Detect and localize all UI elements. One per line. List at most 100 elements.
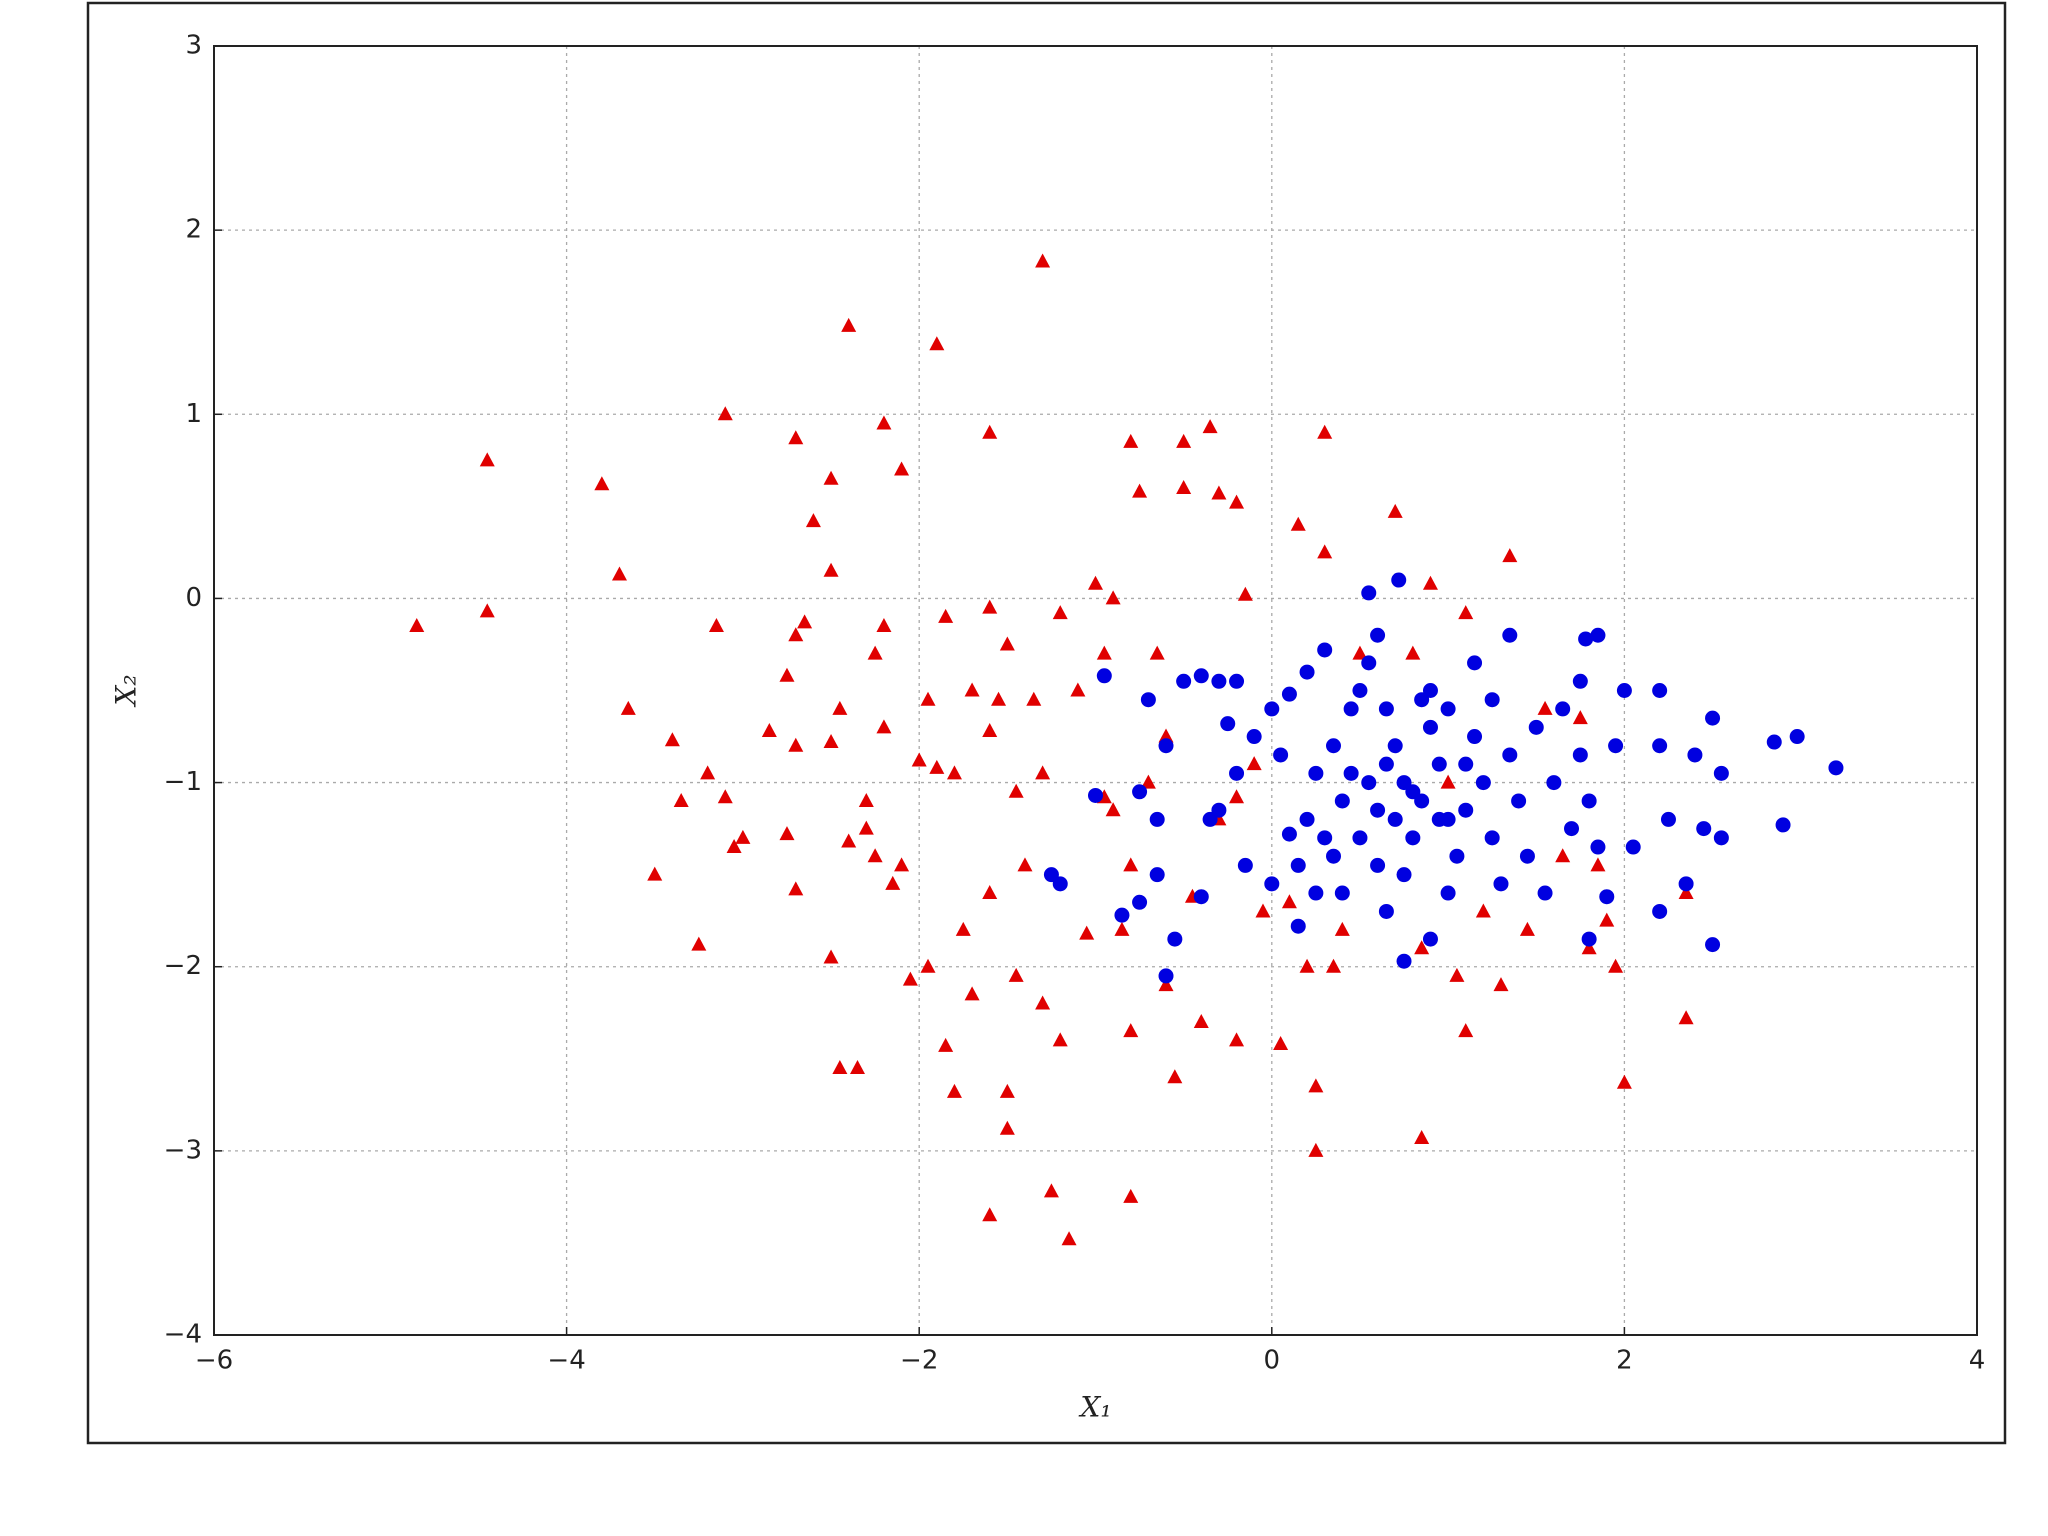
triangle-point [1088, 575, 1103, 590]
triangle-point [717, 789, 733, 804]
circle-point [1652, 683, 1668, 698]
circle-point [1581, 793, 1597, 809]
y-tick-label: −2 [164, 951, 202, 981]
circle-point [1652, 738, 1668, 754]
triangle-point [479, 452, 495, 467]
triangle-point [1105, 590, 1121, 605]
circle-point [1193, 668, 1209, 684]
triangle-point [885, 875, 901, 890]
triangle-point [1273, 1036, 1289, 1051]
triangle-point [1176, 479, 1192, 494]
x-tick-label: 0 [1264, 1346, 1281, 1376]
triangle-point [1572, 710, 1588, 725]
triangle-point [982, 424, 998, 439]
circle-point [1220, 716, 1236, 732]
circle-point [1299, 811, 1315, 827]
triangle-point [1149, 645, 1165, 660]
circle-point [1237, 857, 1253, 873]
circle-point [1343, 765, 1359, 781]
triangle-point [982, 1207, 998, 1222]
circle-point [1246, 729, 1262, 745]
triangle-point [620, 700, 636, 715]
triangle-point [1035, 253, 1051, 268]
circle-point [1308, 765, 1324, 781]
circle-point [1440, 701, 1456, 717]
triangle-point [691, 936, 707, 951]
triangle-point [1414, 1129, 1430, 1144]
circle-point [1422, 683, 1438, 698]
triangle-point [832, 700, 848, 715]
circle-point [1378, 756, 1394, 772]
triangle-point [982, 599, 998, 614]
triangle-point [1458, 605, 1474, 620]
triangle-point [929, 336, 945, 351]
triangle-point [938, 1037, 954, 1052]
y-tick-label: −1 [164, 767, 202, 797]
triangle-point [1317, 424, 1333, 439]
triangle-point [788, 881, 804, 896]
triangle-point [938, 608, 954, 623]
triangle-point [1299, 958, 1315, 973]
triangle-point [1123, 433, 1139, 448]
circle-point [1149, 867, 1165, 883]
triangle-point [1158, 728, 1174, 743]
circle-point [1370, 627, 1386, 643]
circle-point [1361, 655, 1377, 671]
triangle-point [1449, 967, 1465, 982]
triangle-point [726, 839, 742, 854]
circle-point [1264, 701, 1280, 717]
triangle-point [911, 752, 927, 767]
circle-point [1440, 811, 1456, 827]
y-axis-label: X₂ [110, 674, 143, 707]
circle-point [1361, 775, 1377, 791]
circle-point [1361, 585, 1377, 601]
circle-point [1229, 673, 1245, 689]
circle-point [1273, 747, 1289, 763]
triangle-point [1167, 1069, 1183, 1084]
circle-point [1370, 802, 1386, 818]
triangle-point [823, 949, 839, 964]
triangle-point [1493, 977, 1509, 992]
triangle-point [1537, 700, 1553, 715]
triangle-point [1581, 940, 1597, 955]
triangle-point [409, 618, 425, 633]
triangle-point [1052, 1032, 1068, 1047]
triangle-point [964, 682, 980, 697]
triangle-point [894, 857, 910, 872]
triangle-point [779, 667, 795, 682]
triangle-point [1458, 1023, 1474, 1038]
triangle-point [1590, 857, 1606, 872]
triangle-point [1096, 645, 1112, 660]
circle-point [1326, 738, 1342, 754]
y-tick-label: −3 [164, 1135, 202, 1165]
triangle-point [999, 1120, 1015, 1135]
triangle-point [999, 1083, 1015, 1098]
circle-point [1211, 673, 1227, 689]
circle-point [1378, 903, 1394, 919]
triangle-point [1140, 774, 1156, 789]
circle-point [1405, 830, 1421, 846]
circle-point [1281, 686, 1297, 702]
triangle-point [1123, 857, 1139, 872]
circle-point [1396, 867, 1412, 883]
triangle-point [1246, 756, 1262, 771]
circle-point [1158, 738, 1174, 754]
circle-point [1308, 885, 1324, 901]
triangle-point [1008, 967, 1024, 982]
triangle-point [1599, 912, 1615, 927]
triangle-point [1105, 802, 1121, 817]
triangle-point [1308, 1078, 1324, 1093]
triangle-point [920, 691, 936, 706]
circle-point [1696, 821, 1712, 837]
triangle-point [823, 734, 839, 749]
circle-point [1581, 931, 1597, 947]
triangle-point [1158, 977, 1174, 992]
triangle-point [1229, 789, 1245, 804]
triangle-point [1017, 857, 1033, 872]
x-tick-label: −6 [195, 1346, 233, 1376]
circle-point [1449, 848, 1465, 864]
circle-point [1317, 830, 1333, 846]
triangle-point [1334, 921, 1350, 936]
